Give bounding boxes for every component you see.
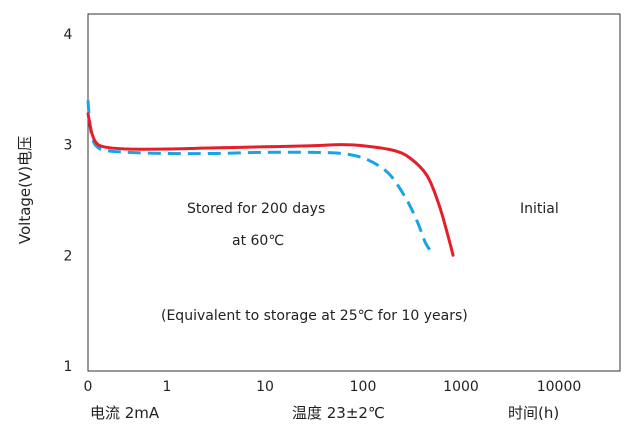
y-tick-label: 4 (64, 27, 73, 43)
x-tick-label: 100 (350, 379, 377, 395)
x-tick-label: 1000 (443, 379, 479, 395)
x-tick-label: 0 (84, 379, 93, 395)
footer-temperature: 温度 23±2℃ (292, 404, 385, 422)
x-tick-label: 10 (256, 379, 274, 395)
footer-current: 电流 2mA (90, 404, 160, 422)
y-axis-label: Voltage(V)电压 (16, 136, 34, 244)
x-axis-ticks: 0 1 10 100 1000 10000 (84, 379, 582, 395)
footer-time: 时间(h) (508, 404, 560, 422)
series-line-initial (86, 112, 455, 257)
x-tick-label: 10000 (537, 379, 582, 395)
x-tick-label: 1 (163, 379, 172, 395)
annotation-stored-line2: at 60℃ (232, 233, 284, 249)
y-axis-ticks: 1 2 3 4 (64, 27, 73, 375)
series-layer (86, 100, 455, 257)
series-line-stored (86, 100, 432, 251)
annotation-stored-line1: Stored for 200 days (187, 201, 325, 217)
y-tick-label: 3 (64, 138, 73, 154)
y-tick-label: 1 (64, 359, 73, 375)
annotation-initial: Initial (520, 201, 559, 217)
y-tick-label: 2 (64, 248, 73, 264)
plot-area-frame (87, 13, 621, 372)
annotation-equivalent: (Equivalent to storage at 25℃ for 10 yea… (161, 308, 468, 324)
